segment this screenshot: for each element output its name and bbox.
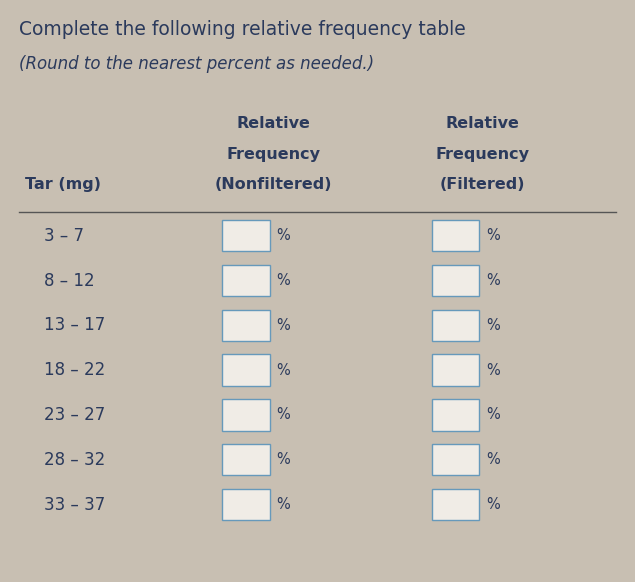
Text: %: % — [276, 363, 290, 378]
Text: %: % — [486, 363, 500, 378]
FancyBboxPatch shape — [222, 310, 270, 341]
FancyBboxPatch shape — [432, 489, 479, 520]
FancyBboxPatch shape — [222, 489, 270, 520]
Text: (Round to the nearest percent as needed.): (Round to the nearest percent as needed.… — [19, 55, 374, 73]
Text: %: % — [276, 318, 290, 333]
FancyBboxPatch shape — [432, 220, 479, 251]
Text: Relative: Relative — [236, 116, 310, 132]
Text: Frequency: Frequency — [226, 147, 320, 162]
FancyBboxPatch shape — [222, 354, 270, 386]
Text: 8 – 12: 8 – 12 — [44, 272, 95, 289]
FancyBboxPatch shape — [432, 399, 479, 431]
Text: %: % — [486, 273, 500, 288]
Text: 13 – 17: 13 – 17 — [44, 317, 105, 334]
Text: (Filtered): (Filtered) — [440, 177, 525, 192]
FancyBboxPatch shape — [432, 310, 479, 341]
Text: 18 – 22: 18 – 22 — [44, 361, 105, 379]
Text: 23 – 27: 23 – 27 — [44, 406, 105, 424]
Text: Complete the following relative frequency table: Complete the following relative frequenc… — [19, 20, 466, 40]
Text: %: % — [486, 497, 500, 512]
Text: Relative: Relative — [446, 116, 519, 132]
Text: %: % — [486, 452, 500, 467]
FancyBboxPatch shape — [222, 399, 270, 431]
Text: %: % — [486, 407, 500, 423]
Text: %: % — [276, 452, 290, 467]
Text: %: % — [276, 407, 290, 423]
Text: Frequency: Frequency — [436, 147, 530, 162]
FancyBboxPatch shape — [432, 444, 479, 475]
Text: 28 – 32: 28 – 32 — [44, 451, 105, 469]
FancyBboxPatch shape — [222, 444, 270, 475]
FancyBboxPatch shape — [432, 354, 479, 386]
Text: %: % — [276, 228, 290, 243]
Text: %: % — [276, 497, 290, 512]
Text: (Nonfiltered): (Nonfiltered) — [214, 177, 332, 192]
Text: 33 – 37: 33 – 37 — [44, 496, 105, 513]
Text: %: % — [486, 228, 500, 243]
Text: %: % — [276, 273, 290, 288]
FancyBboxPatch shape — [222, 220, 270, 251]
FancyBboxPatch shape — [222, 265, 270, 296]
Text: 3 – 7: 3 – 7 — [44, 227, 84, 244]
Text: %: % — [486, 318, 500, 333]
FancyBboxPatch shape — [432, 265, 479, 296]
Text: Tar (mg): Tar (mg) — [25, 177, 102, 192]
